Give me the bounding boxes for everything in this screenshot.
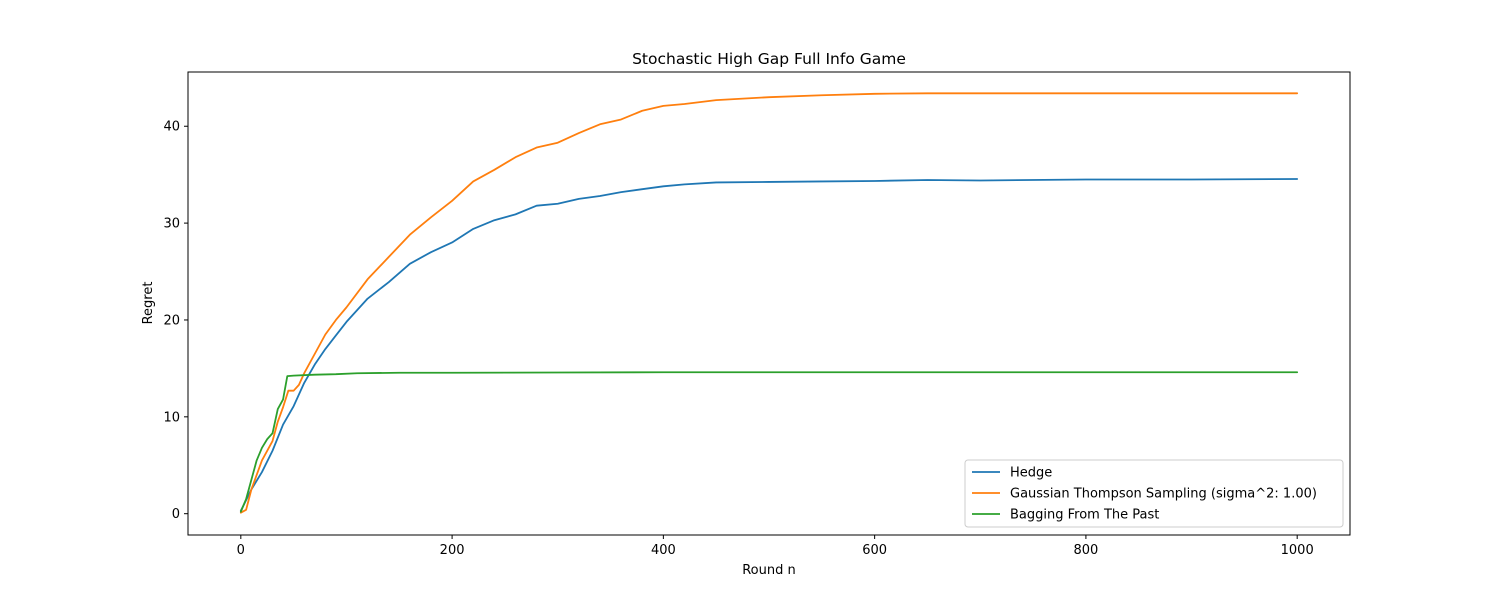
y-axis-label: Regret bbox=[141, 282, 156, 325]
y-tick-label: 0 bbox=[172, 507, 180, 522]
x-tick-label: 200 bbox=[440, 543, 465, 558]
legend-label: Hedge bbox=[1010, 466, 1052, 481]
x-axis-label: Round n bbox=[742, 563, 796, 578]
chart-title: Stochastic High Gap Full Info Game bbox=[632, 50, 906, 68]
x-tick-label: 0 bbox=[237, 543, 245, 558]
x-tick-label: 600 bbox=[862, 543, 887, 558]
x-tick-label: 800 bbox=[1073, 543, 1098, 558]
series-layer bbox=[239, 92, 1299, 514]
y-tick-label: 10 bbox=[163, 410, 180, 425]
y-tick-label: 40 bbox=[163, 120, 180, 135]
legend-label: Bagging From The Past bbox=[1010, 508, 1159, 523]
plot-area bbox=[187, 71, 1351, 536]
legend: Hedge Gaussian Thompson Sampling (sigma^2… bbox=[964, 459, 1344, 528]
y-tick-label: 20 bbox=[163, 313, 180, 328]
series-line-0 bbox=[239, 178, 1299, 512]
legend-box bbox=[964, 459, 1344, 528]
x-tick-label: 400 bbox=[651, 543, 676, 558]
series-line-2 bbox=[239, 371, 1299, 513]
x-tick-label: 1000 bbox=[1281, 543, 1314, 558]
legend-label: Gaussian Thompson Sampling (sigma^2: 1.0… bbox=[1010, 487, 1317, 502]
series-line-1 bbox=[239, 92, 1299, 514]
y-axis: 0 10 20 30 40 bbox=[163, 120, 188, 522]
x-axis: 0 200 400 600 800 1000 bbox=[237, 535, 1314, 558]
y-tick-label: 30 bbox=[163, 217, 180, 232]
